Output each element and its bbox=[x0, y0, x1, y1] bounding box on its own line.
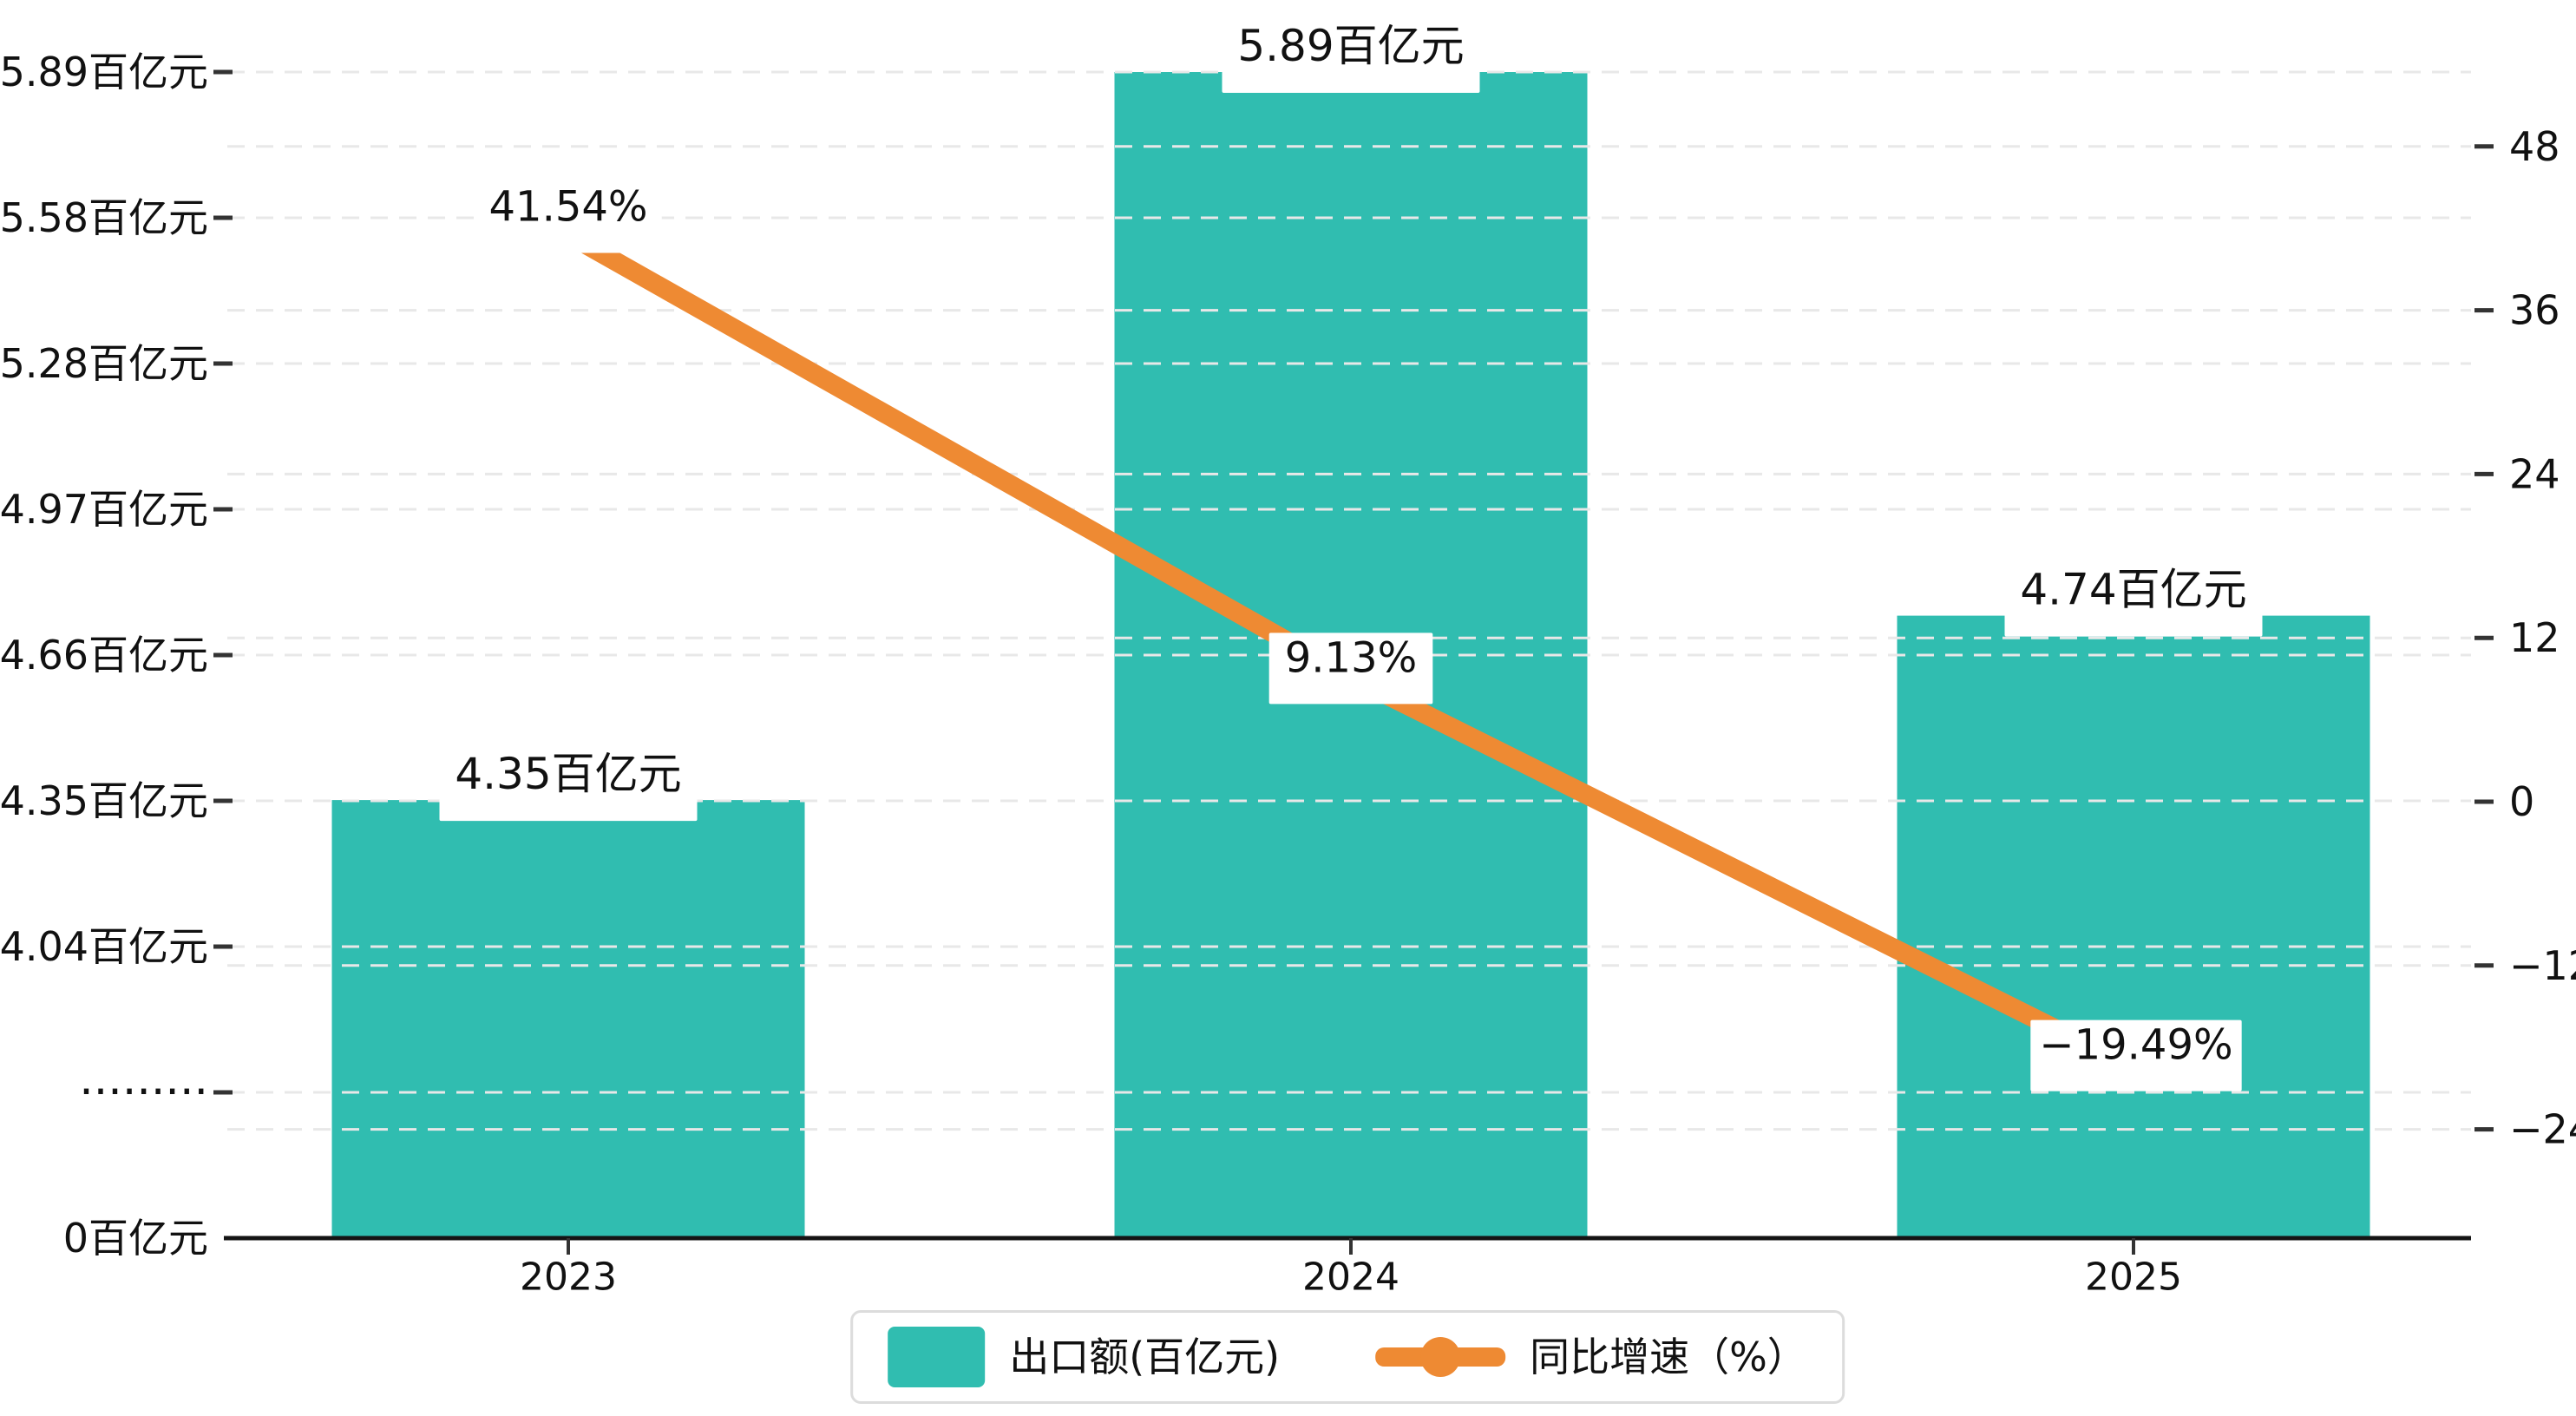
right-axis-tick-label: 48 bbox=[2509, 123, 2560, 170]
line-value-label: −19.49% bbox=[2039, 1021, 2232, 1070]
left-axis-break-label: ········· bbox=[79, 1066, 208, 1118]
bar-value-label: 4.74百亿元 bbox=[2020, 565, 2246, 615]
line-value-label: 41.54% bbox=[488, 182, 647, 231]
line-value-label-background bbox=[2030, 1019, 2242, 1092]
bar-value-label: 4.35百亿元 bbox=[455, 749, 681, 799]
bar-value-label-background bbox=[2004, 563, 2263, 637]
right-axis-tick-label: −24 bbox=[2509, 1106, 2576, 1153]
right-axis-tick-label: 36 bbox=[2509, 287, 2560, 334]
left-axis-tick-label: 5.58百亿元 bbox=[0, 194, 208, 241]
line-value-label-background bbox=[1268, 633, 1433, 705]
left-axis-tick-label: 4.97百亿元 bbox=[0, 486, 208, 533]
left-axis-tick-label: 4.35百亿元 bbox=[0, 777, 208, 824]
bar-2023[interactable] bbox=[331, 800, 805, 1238]
bar-value-label-background bbox=[439, 748, 698, 822]
bar-2025[interactable] bbox=[1897, 615, 2370, 1238]
left-axis-tick-label: 0百亿元 bbox=[63, 1215, 208, 1262]
axes: 5.89百亿元 5.58百亿元 5.28百亿元 4.97百亿元 4.66百亿元 4.35百… bbox=[0, 49, 2576, 1300]
legend-item-export[interactable]: 出口额(百亿元) bbox=[888, 1327, 1280, 1387]
legend: 出口额(百亿元) 同比增速（%） bbox=[850, 1310, 1845, 1404]
left-axis-tick-label: 4.04百亿元 bbox=[0, 923, 208, 970]
legend-label-export: 出口额(百亿元) bbox=[1009, 1334, 1281, 1380]
left-axis-tick-label: 5.89百亿元 bbox=[0, 49, 208, 95]
bar-value-label-background bbox=[1222, 20, 1480, 94]
x-axis-label-2023: 2023 bbox=[520, 1255, 617, 1300]
legend-label-growth: 同比增速（%） bbox=[1530, 1334, 1807, 1380]
left-axis-tick-label: 4.66百亿元 bbox=[0, 632, 208, 678]
bar-value-label: 5.89百亿元 bbox=[1237, 21, 1464, 71]
line-value-label-background bbox=[475, 181, 662, 253]
line-series-swatch-icon bbox=[1375, 1337, 1506, 1377]
right-axis-tick-label: 24 bbox=[2509, 450, 2560, 497]
value-labels: 4.35百亿元 5.89百亿元 4.74百亿元 41.54% 9.13% −19.49% bbox=[439, 20, 2263, 1092]
left-axis-tick-label: 5.28百亿元 bbox=[0, 340, 208, 387]
right-axis-tick-label: 12 bbox=[2509, 614, 2560, 661]
right-axis-tick-label: 0 bbox=[2509, 778, 2534, 825]
line-series-dot-icon bbox=[1420, 1337, 1461, 1377]
x-axis-label-2025: 2025 bbox=[2085, 1255, 2182, 1300]
x-axis-label-2024: 2024 bbox=[1302, 1255, 1399, 1300]
legend-item-growth[interactable]: 同比增速（%） bbox=[1375, 1337, 1807, 1377]
right-axis-tick-label: −12 bbox=[2509, 942, 2576, 989]
line-value-label: 9.13% bbox=[1285, 633, 1417, 682]
bar-series-swatch-icon bbox=[888, 1327, 986, 1387]
